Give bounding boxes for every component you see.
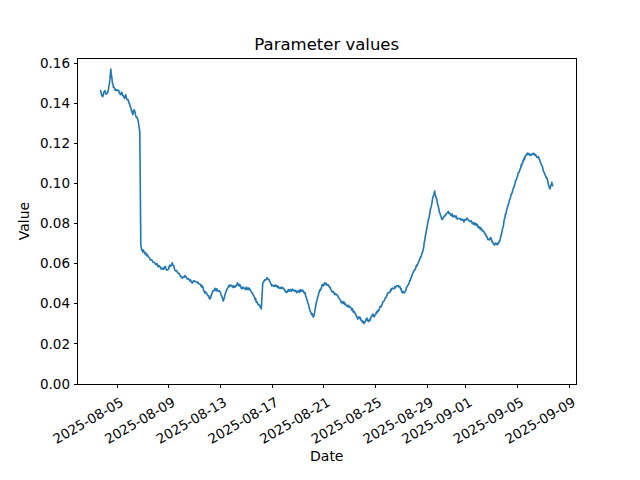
y-tick-label: 0.14 [40, 95, 70, 111]
figure: 0.000.020.040.060.080.100.120.140.16 202… [0, 0, 640, 480]
x-axis-label: Date [310, 448, 343, 464]
y-tick-label: 0.00 [40, 376, 70, 392]
y-tick-label: 0.12 [40, 135, 70, 151]
y-tick-label: 0.06 [40, 255, 70, 271]
parameter-values-chart: 0.000.020.040.060.080.100.120.140.16 202… [0, 0, 640, 480]
y-tick-label: 0.08 [40, 215, 70, 231]
y-tick-label: 0.16 [40, 55, 70, 71]
y-tick-label: 0.04 [40, 295, 70, 311]
chart-title: Parameter values [254, 35, 399, 54]
y-axis-label: Value [16, 202, 32, 240]
y-tick-label: 0.10 [40, 175, 70, 191]
y-tick-label: 0.02 [40, 336, 70, 352]
